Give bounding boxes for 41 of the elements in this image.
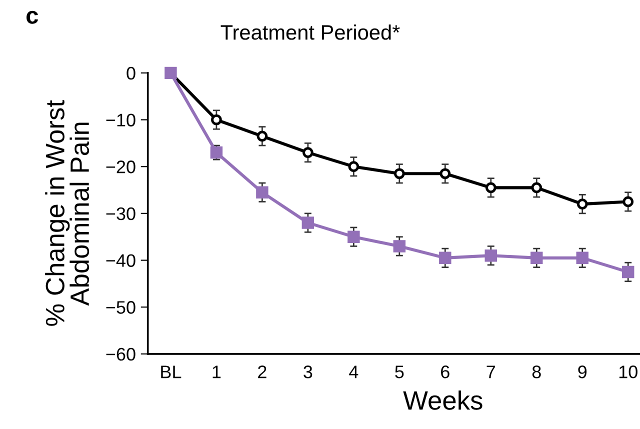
y-tick-label: −10 xyxy=(106,114,136,126)
point xyxy=(484,249,497,262)
x-tick-label: 2 xyxy=(258,366,266,378)
point xyxy=(576,198,588,210)
point xyxy=(485,182,496,194)
point xyxy=(440,168,451,180)
point xyxy=(530,252,543,264)
y-axis-title: % Change in Worst Abdominal Pain xyxy=(45,100,90,326)
point xyxy=(211,114,222,126)
point xyxy=(531,182,542,194)
x-tick-label: 9 xyxy=(578,366,587,378)
x-tick-label: 10 xyxy=(619,366,638,378)
chart-title: Treatment Perioed* xyxy=(220,24,400,40)
y-tick-label: −60 xyxy=(106,348,136,361)
text: c xyxy=(26,10,38,24)
point xyxy=(302,147,314,158)
y-tick-label: −50 xyxy=(106,301,136,314)
x-tick-label: 5 xyxy=(395,366,404,378)
point xyxy=(302,216,314,229)
y-tick-label: −20 xyxy=(106,160,136,174)
y-tick-label: −30 xyxy=(106,207,136,220)
x-tick-label: 6 xyxy=(441,366,450,378)
x-tick-label: 7 xyxy=(486,366,496,378)
x-tick-label: 4 xyxy=(349,366,358,378)
y-tick-label: 0 xyxy=(126,66,136,80)
x-tick-label: 3 xyxy=(304,366,312,378)
point xyxy=(348,230,360,243)
x-axis-title: Weeks xyxy=(403,390,482,410)
x-tick-label: BL xyxy=(161,366,182,378)
point xyxy=(576,252,588,264)
point xyxy=(256,186,268,198)
x-tick-label: 8 xyxy=(532,366,541,378)
y-tick-label: −40 xyxy=(106,254,136,267)
point xyxy=(256,130,268,142)
point xyxy=(348,161,360,172)
point xyxy=(439,252,452,264)
point xyxy=(393,240,406,252)
point xyxy=(394,168,405,180)
point xyxy=(622,196,634,208)
x-tick-label: 1 xyxy=(212,366,221,378)
point xyxy=(622,266,634,278)
